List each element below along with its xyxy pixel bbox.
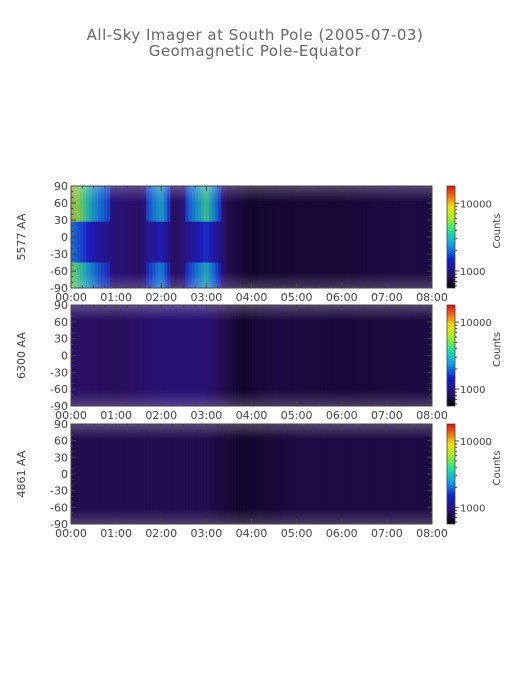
x-tick-label: 06:00 <box>326 527 358 540</box>
y-axis-label: 5577 AA <box>15 213 28 260</box>
x-tick-label: 07:00 <box>371 291 403 304</box>
x-tick-label: 08:00 <box>416 409 448 422</box>
x-tick-label: 06:00 <box>326 409 358 422</box>
x-tick-label: 08:00 <box>416 527 448 540</box>
x-tick-label: 03:00 <box>191 409 223 422</box>
y-tick-label: 30 <box>54 214 68 227</box>
x-tick-label: 00:00 <box>55 291 87 304</box>
y-axis-label: 4861 AA <box>15 450 28 497</box>
x-tick-label: 01:00 <box>100 409 132 422</box>
x-tick-label: 05:00 <box>281 409 313 422</box>
colorbar-tick-label: 1000 <box>460 385 485 396</box>
y-tick-label: -30 <box>50 248 68 261</box>
colorbar <box>446 423 456 525</box>
y-tick-label: -90 <box>50 282 68 295</box>
x-tick-label: 02:00 <box>145 527 177 540</box>
x-tick-label: 03:00 <box>191 527 223 540</box>
colorbar-tick-label: 1000 <box>460 503 485 514</box>
x-tick-label: 02:00 <box>145 291 177 304</box>
colorbar-label: Counts <box>492 332 503 367</box>
colorbar-tick-label: 10000 <box>460 437 492 448</box>
y-tick-label: 30 <box>54 451 68 464</box>
y-tick-label: -30 <box>50 485 68 498</box>
y-tick-label: 90 <box>54 299 68 312</box>
colorbar-tick-label: 1000 <box>460 267 485 278</box>
x-tick-label: 05:00 <box>281 527 313 540</box>
y-tick-label: 90 <box>54 418 68 431</box>
x-tick-label: 02:00 <box>145 409 177 422</box>
chart-subtitle: Geomagnetic Pole-Equator <box>148 42 362 60</box>
y-tick-label: -30 <box>50 366 68 379</box>
heatmap-edge-glow <box>71 186 432 288</box>
x-tick-label: 06:00 <box>326 291 358 304</box>
x-tick-label: 00:00 <box>55 527 87 540</box>
x-tick-label: 01:00 <box>100 527 132 540</box>
x-tick-label: 03:00 <box>191 291 223 304</box>
y-tick-label: 0 <box>61 231 68 244</box>
colorbar-tick-label: 10000 <box>460 199 492 210</box>
x-tick-label: 01:00 <box>100 291 132 304</box>
x-tick-label: 04:00 <box>236 291 268 304</box>
colorbar <box>446 304 456 407</box>
y-tick-label: 0 <box>61 468 68 481</box>
y-tick-label: -90 <box>50 518 68 531</box>
x-tick-label: 08:00 <box>416 291 448 304</box>
heatmap-edge-glow <box>71 424 432 524</box>
y-tick-label: 60 <box>54 197 68 210</box>
colorbar-tick-label: 10000 <box>460 318 492 329</box>
x-tick-label: 00:00 <box>55 409 87 422</box>
colorbar <box>446 185 456 289</box>
heatmap-edge-glow <box>71 305 432 406</box>
x-tick-label: 04:00 <box>236 527 268 540</box>
y-tick-label: 30 <box>54 333 68 346</box>
colorbar-label: Counts <box>492 214 503 249</box>
y-tick-label: -60 <box>50 383 68 396</box>
x-tick-label: 04:00 <box>236 409 268 422</box>
x-tick-label: 07:00 <box>371 527 403 540</box>
y-tick-label: -60 <box>50 501 68 514</box>
chart-title: All-Sky Imager at South Pole (2005-07-03… <box>86 26 424 44</box>
x-tick-label: 05:00 <box>281 291 313 304</box>
y-tick-label: 60 <box>54 435 68 448</box>
y-tick-label: -90 <box>50 400 68 413</box>
y-tick-label: 0 <box>61 350 68 363</box>
y-axis-label: 6300 AA <box>15 332 28 379</box>
y-tick-label: -60 <box>50 265 68 278</box>
y-tick-label: 60 <box>54 316 68 329</box>
colorbar-label: Counts <box>492 451 503 486</box>
x-tick-label: 07:00 <box>371 409 403 422</box>
y-tick-label: 90 <box>54 180 68 193</box>
